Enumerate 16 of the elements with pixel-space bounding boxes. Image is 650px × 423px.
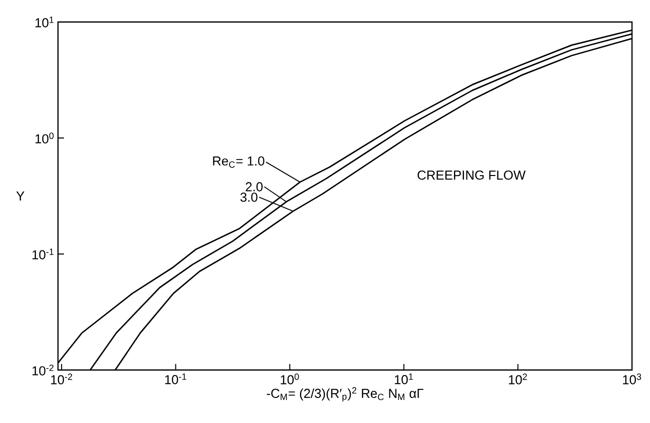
y-tick-label: 10$^{1}$ <box>36 16 54 28</box>
x-tick-label: 10$^{2}$ <box>508 374 527 384</box>
x-tick-label: 10$^{1}$ <box>394 374 413 384</box>
x-tick-label: 10$^{0}$ <box>280 374 299 384</box>
legend-label: 2.0 <box>246 182 263 192</box>
y-tick-label: 10$^{-2}$ <box>32 364 54 376</box>
x-tick-label: 10$^{-1}$ <box>165 374 186 384</box>
legend-label: 3.0 <box>240 192 258 202</box>
annotation: CREEPING FLOW <box>418 170 526 180</box>
y-tick-label: 10$^{-1}$ <box>32 248 54 260</box>
x-tick-label: 10$^{3}$ <box>623 374 642 384</box>
text: Re$_{C}$= 1.0 <box>213 156 264 168</box>
x-tick-label: 10$^{-2}$ <box>51 374 72 384</box>
text: -C$_{M}$= (2/3)(R′$_{p}$)$^{2}$ Re$_{C}$ N$_{M}$ αΓ <box>266 387 424 402</box>
y-tick-label: 10$^{0}$ <box>36 132 54 144</box>
y-axis-title: Y <box>16 192 24 200</box>
